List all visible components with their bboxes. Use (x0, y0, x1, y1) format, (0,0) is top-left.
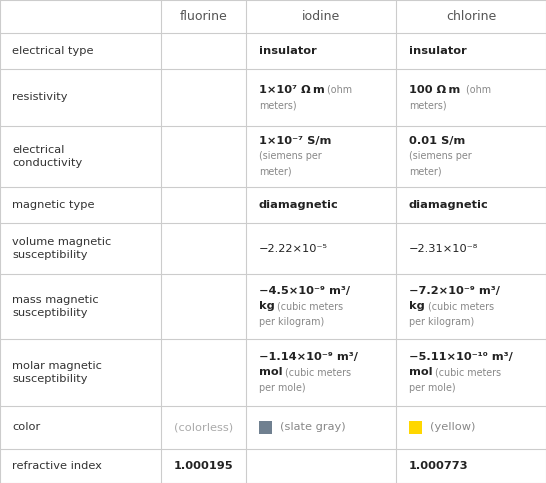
Text: mass magnetic
susceptibility: mass magnetic susceptibility (12, 295, 99, 318)
Text: electrical type: electrical type (12, 46, 93, 56)
Text: 100 Ω m: 100 Ω m (409, 85, 460, 95)
Text: molar magnetic
susceptibility: molar magnetic susceptibility (12, 361, 102, 384)
Text: fluorine: fluorine (180, 10, 227, 23)
Text: (cubic meters: (cubic meters (425, 301, 494, 312)
Text: (cubic meters: (cubic meters (275, 301, 343, 312)
Text: diamagnetic: diamagnetic (409, 200, 489, 210)
Text: meters): meters) (409, 100, 447, 110)
Text: refractive index: refractive index (12, 461, 102, 471)
Text: (colorless): (colorless) (174, 422, 233, 432)
Text: mol: mol (259, 367, 282, 377)
Text: magnetic type: magnetic type (12, 200, 94, 210)
Text: diamagnetic: diamagnetic (259, 200, 339, 210)
Text: −1.14×10⁻⁹ m³/: −1.14×10⁻⁹ m³/ (259, 352, 358, 362)
Text: resistivity: resistivity (12, 92, 68, 102)
Text: (siemens per: (siemens per (259, 152, 322, 161)
Text: 1.000195: 1.000195 (174, 461, 234, 471)
Text: −4.5×10⁻⁹ m³/: −4.5×10⁻⁹ m³/ (259, 286, 349, 296)
Text: 1.000773: 1.000773 (409, 461, 468, 471)
Text: (ohm: (ohm (324, 85, 353, 95)
Text: (siemens per: (siemens per (409, 152, 472, 161)
Text: insulator: insulator (259, 46, 317, 56)
Text: meters): meters) (259, 100, 296, 110)
Text: kg: kg (259, 301, 275, 312)
Text: meter): meter) (259, 167, 292, 177)
Text: (cubic meters: (cubic meters (432, 367, 502, 377)
Text: per kilogram): per kilogram) (409, 317, 474, 327)
Text: chlorine: chlorine (446, 10, 496, 23)
Text: per kilogram): per kilogram) (259, 317, 324, 327)
Text: (ohm: (ohm (460, 85, 491, 95)
Text: −2.31×10⁻⁸: −2.31×10⁻⁸ (409, 244, 478, 254)
Text: −7.2×10⁻⁹ m³/: −7.2×10⁻⁹ m³/ (409, 286, 500, 296)
Text: −5.11×10⁻¹⁰ m³/: −5.11×10⁻¹⁰ m³/ (409, 352, 513, 362)
Text: 1×10⁻⁷ S/m: 1×10⁻⁷ S/m (259, 136, 331, 146)
Text: 1×10⁷ Ω m: 1×10⁷ Ω m (259, 85, 324, 95)
FancyBboxPatch shape (259, 421, 272, 434)
Text: insulator: insulator (409, 46, 467, 56)
Text: per mole): per mole) (409, 383, 455, 393)
Text: (cubic meters: (cubic meters (282, 367, 352, 377)
Text: (yellow): (yellow) (430, 422, 475, 432)
Text: per mole): per mole) (259, 383, 305, 393)
Text: 0.01 S/m: 0.01 S/m (409, 136, 465, 146)
Text: mol: mol (409, 367, 432, 377)
Text: −2.22×10⁻⁵: −2.22×10⁻⁵ (259, 244, 328, 254)
Text: color: color (12, 422, 40, 432)
FancyBboxPatch shape (409, 421, 422, 434)
Text: (slate gray): (slate gray) (280, 422, 345, 432)
Text: meter): meter) (409, 167, 442, 177)
Text: kg: kg (409, 301, 425, 312)
Text: iodine: iodine (301, 10, 340, 23)
Text: volume magnetic
susceptibility: volume magnetic susceptibility (12, 237, 111, 260)
Text: electrical
conductivity: electrical conductivity (12, 145, 82, 168)
